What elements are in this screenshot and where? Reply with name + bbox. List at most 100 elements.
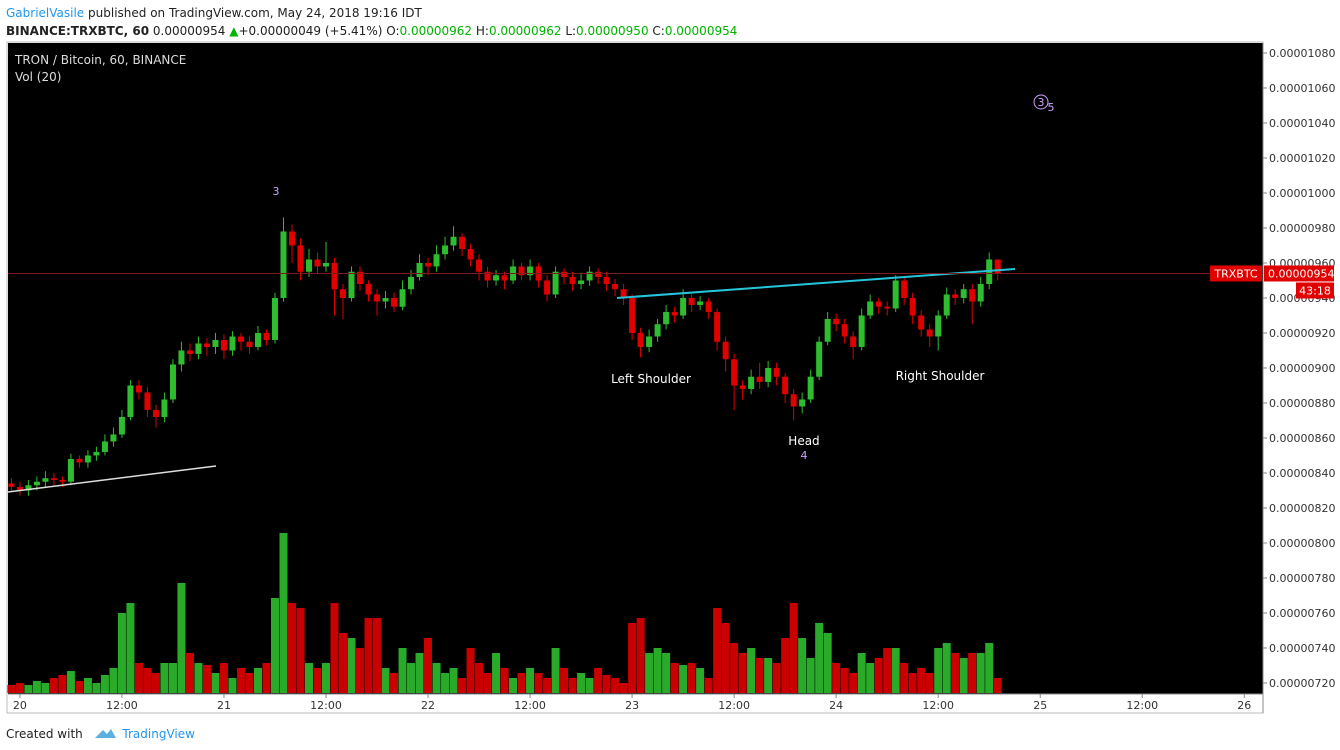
candle-body bbox=[101, 441, 108, 452]
x-tick-label: 24 bbox=[829, 699, 843, 712]
candle-body bbox=[50, 478, 57, 480]
volume-bar bbox=[551, 648, 560, 693]
candle-body bbox=[620, 289, 627, 298]
candle-body bbox=[314, 259, 321, 267]
volume-bar bbox=[942, 643, 951, 693]
volume-bar bbox=[245, 673, 254, 693]
candle-body bbox=[705, 301, 712, 312]
candle-body bbox=[765, 367, 772, 382]
volume-bar bbox=[781, 638, 790, 693]
volume-bar bbox=[322, 663, 331, 693]
volume-bar bbox=[15, 683, 24, 693]
annotation: Head bbox=[788, 434, 819, 448]
volume-bar bbox=[364, 618, 373, 693]
volume-bar bbox=[483, 673, 492, 693]
volume-bar bbox=[738, 653, 747, 693]
volume-bar bbox=[100, 675, 109, 693]
volume-bar bbox=[874, 658, 883, 693]
o-label: O: bbox=[386, 24, 400, 38]
candle-body bbox=[518, 266, 525, 276]
volume-bar bbox=[185, 653, 194, 693]
brand[interactable]: TradingView bbox=[122, 727, 195, 741]
candle-body bbox=[884, 306, 891, 309]
candle-body bbox=[731, 359, 738, 386]
candle-body bbox=[926, 329, 933, 337]
y-tick-label: 0.00000740 bbox=[1269, 642, 1335, 655]
candle-body bbox=[331, 262, 338, 290]
x-tick-label: 12:00 bbox=[922, 699, 954, 712]
volume-bar bbox=[117, 613, 126, 693]
candle-body bbox=[110, 434, 117, 442]
last: 0.00000954 bbox=[152, 24, 226, 38]
y-tick-label: 0.00001000 bbox=[1269, 187, 1335, 200]
candle-body bbox=[161, 399, 168, 417]
candle-body bbox=[875, 301, 882, 307]
volume-bar bbox=[798, 638, 807, 693]
candle-body bbox=[994, 259, 1001, 274]
volume-bar bbox=[398, 648, 407, 693]
volume-bar bbox=[526, 668, 535, 693]
candle-body bbox=[807, 376, 814, 400]
candle-body bbox=[25, 485, 32, 491]
candle-body bbox=[408, 276, 415, 290]
volume-bar bbox=[611, 678, 620, 693]
annotation: 3 bbox=[1038, 96, 1045, 109]
volume-bar bbox=[679, 665, 688, 693]
volume-bar bbox=[143, 668, 152, 693]
candle-body bbox=[799, 399, 806, 407]
volume-bar bbox=[236, 668, 245, 693]
volume-bar bbox=[202, 665, 211, 693]
candle-body bbox=[450, 236, 457, 246]
candle-body bbox=[756, 376, 763, 382]
y-tick-label: 0.00000760 bbox=[1269, 607, 1335, 620]
volume-bar bbox=[636, 618, 645, 693]
countdown-bg bbox=[1296, 282, 1334, 299]
volume-bar bbox=[789, 603, 798, 693]
plot-area bbox=[8, 43, 1263, 694]
candle-body bbox=[229, 336, 236, 351]
candle-body bbox=[297, 245, 304, 272]
volume-bar bbox=[543, 678, 552, 693]
volume-bar bbox=[815, 623, 824, 693]
volume-bar bbox=[7, 685, 16, 693]
candle-body bbox=[493, 275, 500, 281]
volume-bar bbox=[441, 673, 450, 693]
volume-bar bbox=[407, 663, 416, 693]
candle-body bbox=[561, 271, 568, 277]
volume-bar bbox=[304, 663, 313, 693]
candle-body bbox=[476, 259, 483, 272]
y-tick-label: 0.00000720 bbox=[1269, 677, 1335, 690]
volume-bar bbox=[959, 658, 968, 693]
candle-body bbox=[697, 301, 704, 305]
volume-bar bbox=[951, 653, 960, 693]
trend-line bbox=[7, 465, 217, 493]
candle-body bbox=[340, 289, 347, 298]
candle-body bbox=[918, 315, 925, 330]
candle-body bbox=[16, 486, 23, 491]
candle-body bbox=[612, 283, 619, 290]
annotation: 5 bbox=[1048, 101, 1055, 114]
volume-bar bbox=[747, 648, 756, 693]
candle-body bbox=[603, 276, 610, 284]
y-tick-label: 0.00001020 bbox=[1269, 152, 1335, 165]
author[interactable]: GabrielVasile bbox=[6, 6, 85, 20]
volume-bar bbox=[219, 663, 228, 693]
footer: Created with TradingView bbox=[6, 724, 195, 742]
volume-bar bbox=[66, 671, 75, 693]
candle-body bbox=[578, 280, 585, 284]
candle-body bbox=[595, 271, 602, 277]
volume-bar bbox=[75, 681, 84, 693]
candle-body bbox=[722, 341, 729, 360]
candle-body bbox=[484, 271, 491, 281]
logo bbox=[94, 729, 116, 738]
candle-body bbox=[33, 481, 40, 486]
candle-body bbox=[374, 294, 381, 302]
candle-body bbox=[977, 283, 984, 302]
candle-body bbox=[127, 385, 134, 417]
y-tick-label: 0.00000780 bbox=[1269, 572, 1335, 585]
candle-body bbox=[323, 262, 330, 267]
volume-bar bbox=[24, 685, 33, 693]
candle-body bbox=[909, 297, 916, 316]
candle-body bbox=[688, 297, 695, 305]
candle-body bbox=[782, 376, 789, 395]
